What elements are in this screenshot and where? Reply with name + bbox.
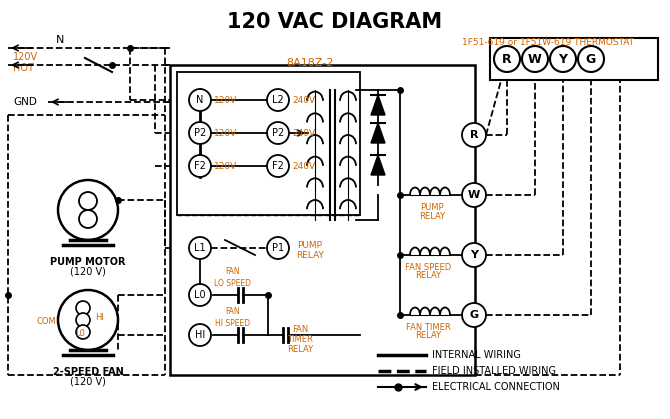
Text: LO SPEED: LO SPEED [214,279,251,287]
Text: F2: F2 [194,161,206,171]
Text: 2-SPEED FAN: 2-SPEED FAN [53,367,123,377]
Circle shape [267,237,289,259]
Circle shape [267,122,289,144]
Text: RELAY: RELAY [296,251,324,259]
Text: 8A18Z-2: 8A18Z-2 [286,58,334,68]
Text: (120 V): (120 V) [70,267,106,277]
Circle shape [189,284,211,306]
Text: L0: L0 [75,329,85,339]
Text: 240V: 240V [292,96,315,104]
Text: PUMP: PUMP [420,202,444,212]
Text: ELECTRICAL CONNECTION: ELECTRICAL CONNECTION [432,382,560,392]
Text: G: G [470,310,478,320]
Text: HOT: HOT [13,63,34,73]
Text: FAN SPEED: FAN SPEED [405,262,451,272]
Circle shape [267,89,289,111]
Text: HI: HI [96,313,105,323]
Polygon shape [371,155,385,175]
Circle shape [58,180,118,240]
Text: RELAY: RELAY [419,212,445,220]
Text: FAN: FAN [292,326,308,334]
Circle shape [189,324,211,346]
Circle shape [76,301,90,315]
Polygon shape [371,95,385,115]
Text: FIELD INSTALLED WIRING: FIELD INSTALLED WIRING [432,366,556,376]
Text: RELAY: RELAY [287,346,313,354]
Text: R: R [502,52,512,65]
Text: INTERNAL WIRING: INTERNAL WIRING [432,350,521,360]
Text: N: N [56,35,64,45]
Text: FAN: FAN [226,308,241,316]
Text: 240V: 240V [292,129,315,137]
Text: HI: HI [195,330,205,340]
Text: PUMP: PUMP [297,241,322,249]
Bar [490,38,658,80]
Circle shape [189,237,211,259]
Circle shape [494,46,520,72]
Text: 1F51-619 or 1F51W-619 THERMOSTAT: 1F51-619 or 1F51W-619 THERMOSTAT [462,38,634,47]
Circle shape [189,89,211,111]
Circle shape [76,313,90,327]
Circle shape [79,192,97,210]
Circle shape [189,122,211,144]
Text: N: N [196,95,204,105]
Text: 120 VAC DIAGRAM: 120 VAC DIAGRAM [227,12,443,32]
Circle shape [462,183,486,207]
Circle shape [522,46,548,72]
Text: P2: P2 [194,128,206,138]
Text: HI SPEED: HI SPEED [216,318,251,328]
Text: 120V: 120V [13,52,38,62]
Text: Y: Y [559,52,567,65]
Text: FAN TIMER: FAN TIMER [405,323,450,331]
Text: Y: Y [470,250,478,260]
Text: RELAY: RELAY [415,331,441,341]
Text: FAN: FAN [226,267,241,277]
Text: 120V: 120V [214,96,237,104]
Text: L1: L1 [194,243,206,253]
Polygon shape [371,123,385,143]
Text: COM: COM [36,318,56,326]
Circle shape [462,303,486,327]
Circle shape [79,210,97,228]
Circle shape [578,46,604,72]
Text: W: W [468,190,480,200]
Text: P2: P2 [272,128,284,138]
Circle shape [189,155,211,177]
Text: 120V: 120V [214,161,237,171]
Text: TIMER: TIMER [287,336,313,344]
Text: 240V: 240V [292,161,315,171]
Bar [177,72,360,215]
Text: G: G [586,52,596,65]
Text: 120V: 120V [214,129,237,137]
Text: R: R [470,130,478,140]
Circle shape [76,325,90,339]
Text: GND: GND [13,97,37,107]
Circle shape [462,243,486,267]
Circle shape [267,155,289,177]
Circle shape [462,123,486,147]
Text: F2: F2 [272,161,284,171]
Text: P1: P1 [272,243,284,253]
Text: RELAY: RELAY [415,272,441,280]
Text: W: W [528,52,542,65]
Text: PUMP MOTOR: PUMP MOTOR [50,257,126,267]
Circle shape [58,290,118,350]
Text: (120 V): (120 V) [70,377,106,387]
Text: L0: L0 [194,290,206,300]
Circle shape [550,46,576,72]
Text: L2: L2 [272,95,284,105]
Bar [170,65,475,375]
